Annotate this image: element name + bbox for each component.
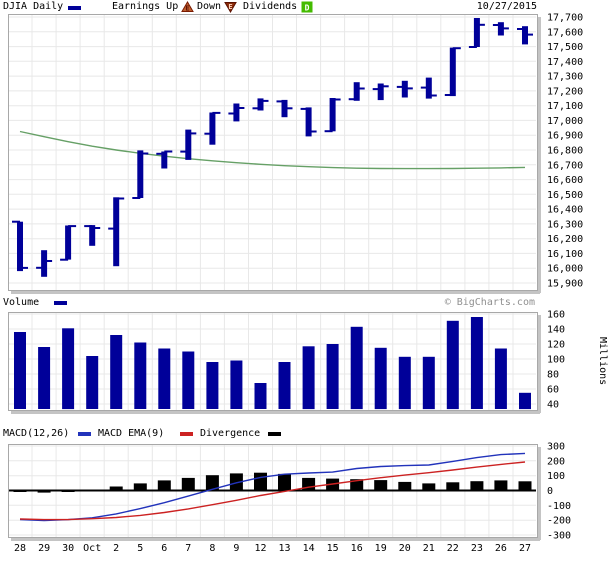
earnings-up-icon: E [181,1,194,13]
svg-text:0: 0 [547,486,553,497]
svg-text:16,700: 16,700 [547,160,583,171]
svg-text:17,500: 17,500 [547,42,583,53]
svg-text:23: 23 [471,543,483,554]
svg-text:-100: -100 [547,501,571,512]
chart-date: 10/27/2015 [476,1,537,12]
svg-text:16,000: 16,000 [547,264,583,275]
bigcharts-watermark: © BigCharts.com [444,297,535,308]
svg-text:16,600: 16,600 [547,175,583,186]
svg-text:6: 6 [161,543,167,554]
svg-text:12: 12 [254,543,266,554]
svg-text:140: 140 [547,325,565,336]
price-axis-labels: 17,700 17,600 17,500 17,400 17,300 17,200 17,1… [547,13,583,290]
volume-panel [8,312,541,414]
svg-text:16,900: 16,900 [547,131,583,142]
volume-unit: Millions [597,337,608,385]
svg-text:Oct: Oct [83,543,101,554]
svg-text:17,400: 17,400 [547,57,583,68]
moving-average-line [19,130,526,170]
svg-text:27: 27 [519,543,531,554]
dividends-icon: D [301,1,313,13]
svg-text:60: 60 [547,385,559,396]
svg-text:16: 16 [351,543,363,554]
svg-text:17,700: 17,700 [547,13,583,24]
divergence-legend-dash [268,432,281,436]
svg-text:17,000: 17,000 [547,116,583,127]
svg-text:120: 120 [547,340,565,351]
svg-text:28: 28 [14,543,26,554]
svg-text:16,300: 16,300 [547,219,583,230]
svg-text:16,200: 16,200 [547,234,583,245]
svg-text:17,100: 17,100 [547,101,583,112]
svg-text:9: 9 [233,543,239,554]
earnings-down-icon: E [224,2,237,13]
svg-text:5: 5 [137,543,143,554]
earnings-down-label: Down [197,1,222,12]
macd-ema-label: MACD EMA(9) [98,428,165,439]
svg-text:100: 100 [547,471,565,482]
volume-legend-dash [54,301,67,305]
millions-label: Millions [597,337,608,385]
svg-text:200: 200 [547,456,565,467]
svg-text:40: 40 [547,400,559,411]
macd-axis-labels: 300 200 100 0 -100 -200 -300 [547,442,571,542]
price-legend-dash [68,6,81,10]
svg-text:-300: -300 [547,531,571,542]
price-panel [8,14,541,294]
svg-text:22: 22 [447,543,459,554]
svg-text:19: 19 [375,543,387,554]
svg-text:16,100: 16,100 [547,249,583,260]
svg-text:15,900: 15,900 [547,279,583,290]
earnings-up-label: Earnings Up [112,1,179,12]
svg-text:17,300: 17,300 [547,72,583,83]
volume-bars [14,317,531,410]
svg-text:14: 14 [303,543,315,554]
symbol-title: DJIA Daily [3,1,64,12]
down-icon-letter: E [228,3,232,11]
svg-text:30: 30 [62,543,74,554]
svg-text:80: 80 [547,370,559,381]
svg-text:300: 300 [547,442,565,453]
ema-legend-dash [180,432,193,436]
volume-axis-labels: 160 140 120 100 80 60 40 [547,310,565,411]
svg-text:16,500: 16,500 [547,190,583,201]
svg-text:15: 15 [327,543,339,554]
dividend-square [301,1,313,13]
svg-text:26: 26 [495,543,507,554]
divergence-label: Divergence [200,428,261,439]
svg-text:8: 8 [209,543,215,554]
dividend-letter: D [305,4,310,13]
svg-text:160: 160 [547,310,565,321]
svg-text:16,400: 16,400 [547,205,583,216]
svg-text:100: 100 [547,355,565,366]
svg-text:7: 7 [185,543,191,554]
up-icon-letter: E [185,5,189,13]
down-triangle [224,2,237,13]
svg-text:17,200: 17,200 [547,86,583,97]
svg-text:29: 29 [38,543,50,554]
ohlc-bars [12,18,533,277]
macd-label: MACD(12,26) [3,428,70,439]
svg-text:21: 21 [423,543,435,554]
svg-text:17,600: 17,600 [547,27,583,38]
macd-line [19,452,526,522]
svg-text:16,800: 16,800 [547,146,583,157]
svg-text:20: 20 [399,543,411,554]
dividends-label: Dividends [243,1,298,12]
macd-legend-dash [78,432,91,436]
svg-text:13: 13 [278,543,290,554]
svg-text:2: 2 [113,543,119,554]
macd-panel [8,444,541,541]
ema-line [19,461,526,521]
volume-label: Volume [3,297,40,308]
up-triangle [181,1,194,12]
svg-text:-200: -200 [547,516,571,527]
x-axis-labels: 28 29 30 Oct 2 5 6 7 8 9 12 13 14 15 16 19 20 21 22 23 26 27 [14,543,531,554]
